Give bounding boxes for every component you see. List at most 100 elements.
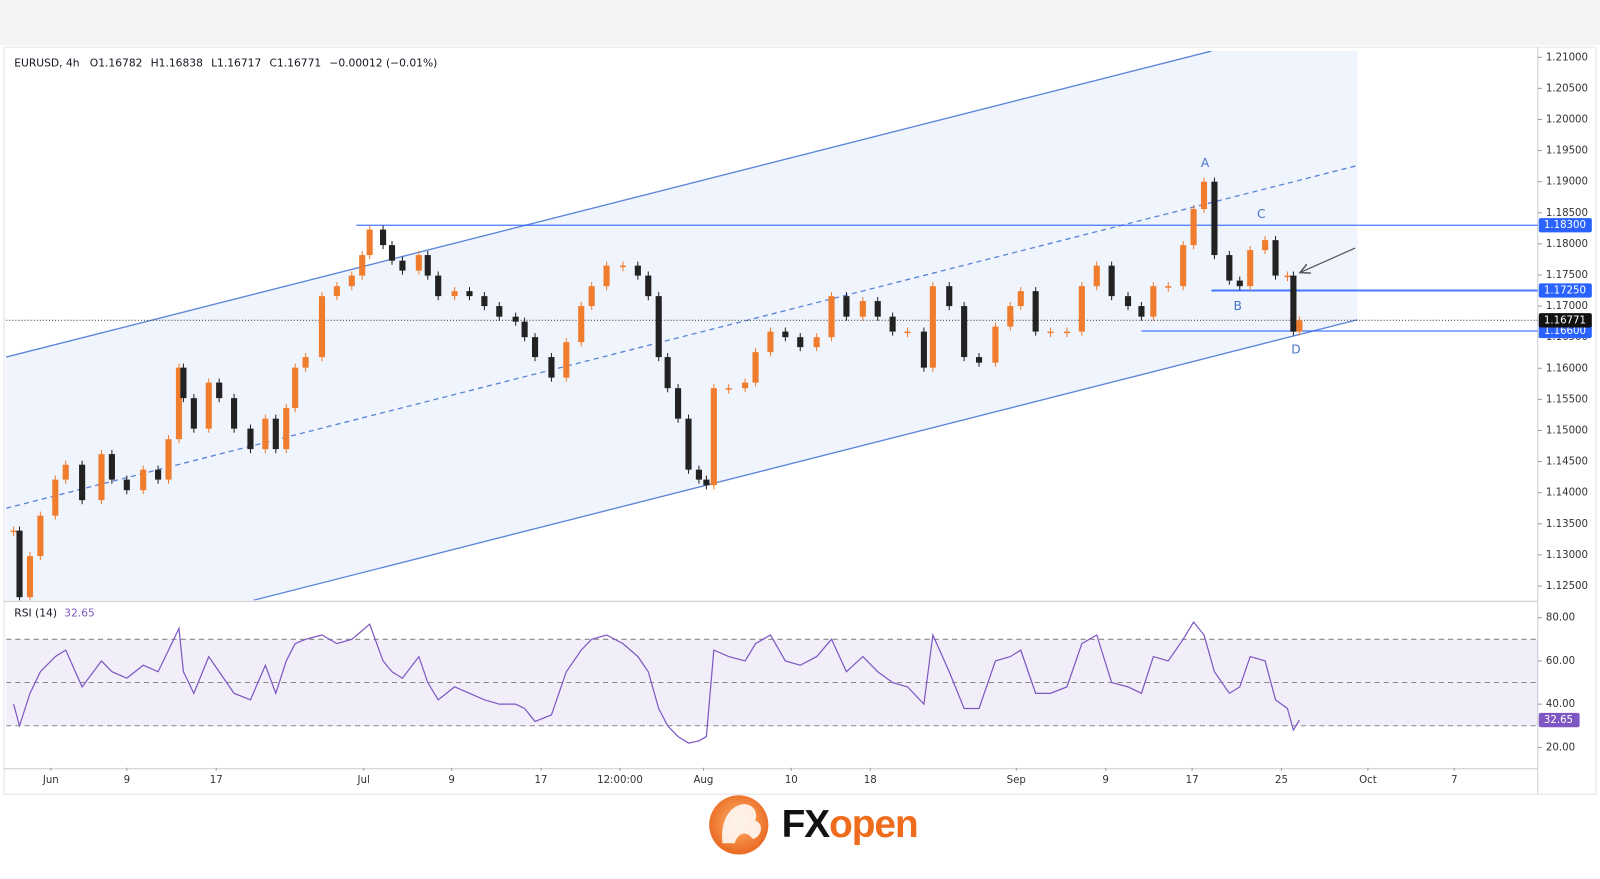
- candle: [563, 342, 570, 378]
- y-tick-label: 1.14000: [1546, 488, 1588, 499]
- candle: [946, 286, 953, 307]
- candle: [685, 418, 692, 470]
- x-tick-label: 17: [1186, 775, 1199, 786]
- candle: [578, 306, 585, 343]
- candle: [1007, 306, 1014, 327]
- x-tick-label: Jun: [42, 775, 59, 786]
- y-tick-label: 1.20000: [1546, 114, 1588, 125]
- candle: [619, 265, 627, 268]
- x-tick-label: 9: [1102, 775, 1108, 786]
- candle: [1236, 280, 1243, 287]
- chart-frame: [3, 46, 1597, 795]
- candle: [703, 479, 710, 486]
- candle: [1284, 275, 1291, 278]
- y-tick-label: 1.15000: [1546, 425, 1588, 436]
- candle: [645, 275, 652, 297]
- rsi-tick-label: 80.00: [1546, 613, 1575, 624]
- x-tick-label: 17: [210, 775, 223, 786]
- level-tag-label: 1.16600: [1544, 326, 1586, 337]
- candle: [1226, 255, 1233, 281]
- candle: [140, 469, 147, 491]
- legend-change: −0.00012 (−0.01%): [329, 56, 437, 69]
- y-tick-label: 1.16000: [1546, 363, 1588, 374]
- wave-label: C: [1257, 207, 1266, 221]
- candle: [1108, 265, 1115, 297]
- candle: [874, 301, 881, 317]
- x-tick-label: Aug: [693, 775, 713, 786]
- candle: [272, 418, 279, 450]
- y-tick-label: 1.17500: [1546, 270, 1588, 281]
- candle: [424, 255, 431, 276]
- candle: [466, 291, 473, 297]
- last-price-label: 1.16771: [1544, 315, 1586, 326]
- wave-label: B: [1234, 299, 1242, 313]
- rsi-line: [12, 620, 1300, 744]
- candle: [813, 337, 820, 348]
- candle: [415, 255, 422, 271]
- candle: [37, 515, 44, 557]
- candle: [859, 301, 866, 317]
- wave-label: D: [1291, 343, 1300, 357]
- rsi-tick-label: 40.00: [1546, 699, 1575, 710]
- x-tick-label: 9: [124, 775, 130, 786]
- channel-upper: [6, 51, 1212, 358]
- candle: [1247, 250, 1254, 287]
- price-pane: [6, 51, 1538, 601]
- level-tag: [1538, 283, 1592, 298]
- candle: [79, 464, 86, 501]
- candle: [1032, 291, 1039, 332]
- rsi-legend: RSI (14) 32.65: [14, 607, 95, 620]
- wave-label: A: [1201, 156, 1210, 170]
- candle: [603, 265, 610, 287]
- candle: [155, 469, 162, 480]
- candle: [1290, 275, 1297, 332]
- candle: [496, 306, 503, 317]
- candle: [655, 296, 662, 358]
- symbol: EURUSD, 4h: [14, 56, 79, 69]
- y-tick-label: 1.18000: [1546, 239, 1588, 250]
- legend-open: O1.16782: [90, 56, 143, 69]
- candle: [531, 337, 539, 358]
- x-tick-label: 12:00:00: [597, 775, 643, 786]
- candle: [1047, 331, 1054, 334]
- candle: [512, 316, 519, 322]
- candle: [1211, 181, 1218, 256]
- candle: [920, 331, 927, 368]
- candle: [1180, 245, 1187, 287]
- candle: [725, 388, 732, 390]
- x-tick-label: 10: [785, 775, 798, 786]
- candle: [359, 255, 366, 276]
- candle: [108, 454, 115, 480]
- candle: [1150, 286, 1157, 317]
- y-tick-label: 1.18500: [1546, 208, 1588, 219]
- level-tag-label: 1.18300: [1544, 220, 1586, 231]
- candle: [10, 530, 17, 533]
- candle: [366, 229, 373, 256]
- candle: [1017, 291, 1024, 307]
- candle: [1124, 296, 1132, 307]
- candle: [98, 454, 105, 501]
- channel-fill: [6, 51, 1358, 601]
- axes: 1.12500 1.13000 1.13500 1.14000 1.14500 1.150…: [42, 52, 1592, 786]
- rsi-value-label: 32.65: [1544, 715, 1573, 726]
- candle: [435, 275, 442, 297]
- candle: [216, 382, 223, 399]
- candle: [348, 275, 355, 287]
- x-tick-label: 25: [1275, 775, 1288, 786]
- candle: [1190, 209, 1197, 246]
- candle: [1078, 286, 1085, 332]
- candle: [180, 367, 187, 399]
- candle: [767, 331, 774, 353]
- brand-fx: FX: [782, 803, 831, 846]
- level-tag: [1538, 218, 1592, 233]
- rsi-title: RSI (14): [14, 607, 57, 620]
- candle: [1063, 331, 1071, 334]
- candle: [283, 408, 290, 450]
- candle: [388, 245, 396, 261]
- candle: [380, 229, 387, 246]
- candle: [521, 321, 528, 338]
- y-tick-label: 1.13500: [1546, 519, 1588, 530]
- legend-high: H1.16838: [151, 56, 203, 69]
- y-tick-label: 1.15500: [1546, 394, 1588, 405]
- candle: [123, 479, 130, 491]
